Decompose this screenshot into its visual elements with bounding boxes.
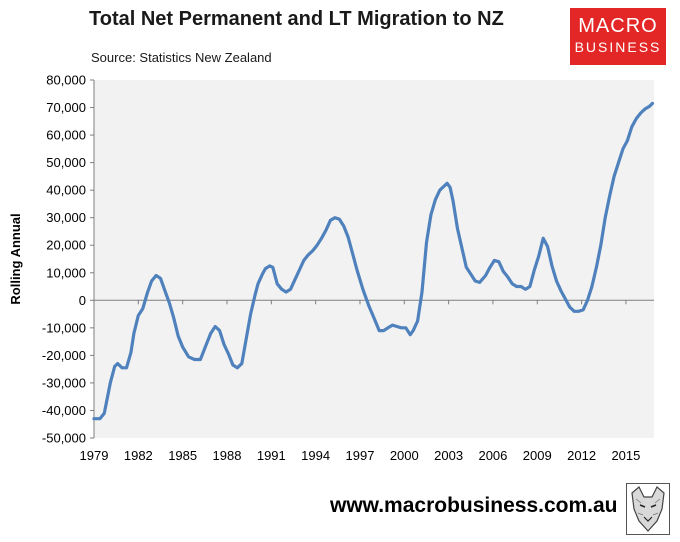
- series-line: [92, 101, 655, 421]
- y-tick-label: 60,000: [46, 128, 86, 143]
- y-tick-label: -20,000: [42, 348, 86, 363]
- y-tick-label: 80,000: [46, 73, 86, 88]
- wolf-logo-icon: [626, 483, 670, 535]
- y-tick-label: -40,000: [42, 403, 86, 418]
- y-tick-label: -50,000: [42, 431, 86, 446]
- y-tick-label: 20,000: [46, 238, 86, 253]
- y-tick-label: 10,000: [46, 265, 86, 280]
- x-tick-label: 1979: [80, 448, 109, 463]
- chart-title: Total Net Permanent and LT Migration to …: [89, 8, 504, 30]
- chart-source: Source: Statistics New Zealand: [91, 50, 272, 65]
- x-tick-label: 1988: [213, 448, 242, 463]
- x-tick-label: 2015: [611, 448, 640, 463]
- macrobusiness-logo: MACRO BUSINESS: [570, 8, 666, 65]
- logo-line-1: MACRO: [578, 15, 658, 37]
- y-tick-label: 70,000: [46, 100, 86, 115]
- y-tick-label: -30,000: [42, 375, 86, 390]
- plot-area: [94, 80, 654, 438]
- x-tick-label: 1985: [168, 448, 197, 463]
- y-tick-label: -10,000: [42, 320, 86, 335]
- x-tick-label: 1997: [346, 448, 375, 463]
- y-tick-label: 30,000: [46, 210, 86, 225]
- y-tick-label: 0: [79, 293, 86, 308]
- x-tick-label: 2009: [523, 448, 552, 463]
- logo-line-2: BUSINESS: [574, 39, 662, 55]
- x-tick-label: 1991: [257, 448, 286, 463]
- x-tick-label: 1982: [124, 448, 153, 463]
- x-tick-label: 2012: [567, 448, 596, 463]
- y-tick-label: 50,000: [46, 155, 86, 170]
- x-tick-label: 1994: [301, 448, 330, 463]
- y-axis-title: Rolling Annual: [8, 213, 23, 304]
- x-tick-label: 2003: [434, 448, 463, 463]
- y-tick-label: 40,000: [46, 183, 86, 198]
- website-url: www.macrobusiness.com.au: [330, 494, 618, 517]
- x-tick-label: 2006: [478, 448, 507, 463]
- x-tick-label: 2000: [390, 448, 419, 463]
